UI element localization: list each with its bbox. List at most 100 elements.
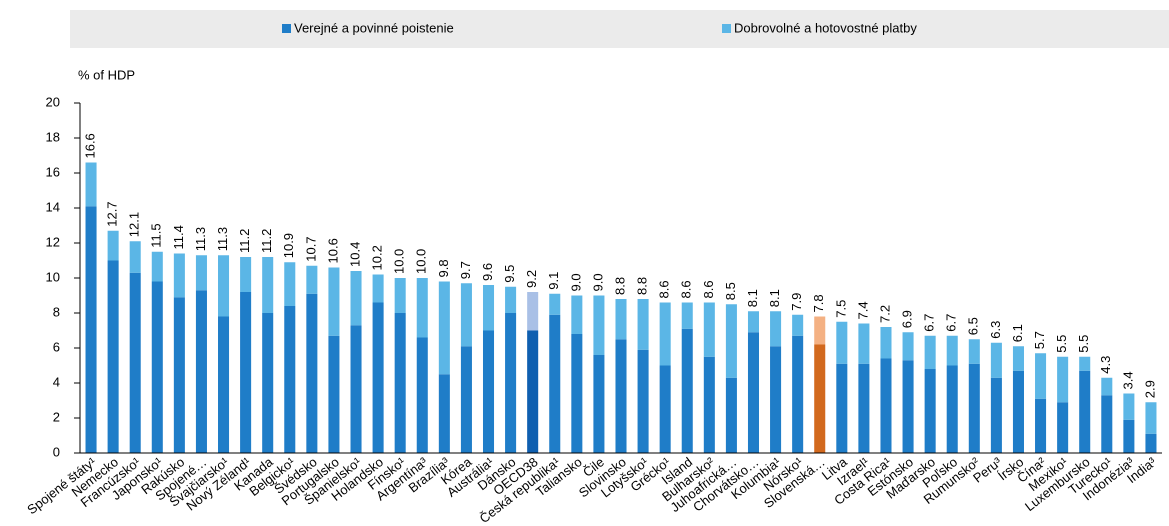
bar-segment — [1057, 356, 1069, 403]
y-tick-label: 2 — [53, 409, 60, 424]
total-label: 10.0 — [392, 249, 407, 274]
bar-segment — [527, 330, 539, 453]
bar-segment — [284, 306, 296, 453]
bar-segment — [328, 267, 340, 336]
bar-segment — [968, 339, 980, 364]
bar-segment — [1035, 398, 1047, 453]
y-tick-label: 18 — [46, 129, 60, 144]
bar-segment — [460, 346, 472, 453]
bar-segment — [747, 311, 760, 333]
total-label: 11.3 — [215, 227, 230, 251]
bar-segment — [814, 344, 826, 453]
bar-segment — [703, 302, 715, 357]
bar-segment — [416, 278, 428, 338]
total-label: 12.1 — [127, 212, 142, 237]
bar-segment — [549, 314, 561, 453]
total-label: 9.0 — [568, 273, 583, 291]
bar-segment — [1145, 433, 1157, 453]
total-label: 8.6 — [679, 280, 694, 298]
legend-label: Dobrovolné a hotovostné platby — [734, 20, 917, 35]
bar-segment — [637, 299, 649, 350]
bar-segment — [836, 363, 848, 453]
total-label: 9.7 — [458, 261, 473, 279]
bar-segment — [262, 257, 274, 313]
bar-segment — [195, 255, 207, 291]
legend-swatch — [722, 24, 731, 33]
bar-segment — [1123, 419, 1135, 453]
y-tick-label: 12 — [46, 234, 60, 249]
bar-segment — [571, 295, 583, 334]
bar-segment — [924, 335, 936, 369]
bar-segment — [505, 313, 517, 453]
bar-segment — [902, 332, 914, 361]
bar-segment — [438, 281, 450, 375]
bar-segment — [195, 290, 207, 453]
total-label: 10.7 — [303, 236, 318, 261]
bar-segment — [1101, 377, 1113, 396]
bar-segment — [836, 321, 848, 364]
total-label: 10.4 — [347, 242, 362, 267]
legend-background — [70, 10, 1169, 48]
bar-segment — [328, 335, 340, 453]
bar-segment — [151, 281, 163, 453]
total-label: 2.9 — [1142, 380, 1157, 398]
bar-segment — [1123, 393, 1135, 420]
total-label: 16.6 — [82, 133, 97, 158]
total-label: 5.7 — [1032, 331, 1047, 349]
legend-label: Verejné a povinné poistenie — [294, 20, 454, 35]
bar-segment — [946, 335, 958, 366]
bar-segment — [549, 293, 561, 315]
bar-segment — [1079, 370, 1091, 453]
bar-segment — [880, 358, 892, 453]
total-label: 12.7 — [105, 201, 120, 226]
bar-segment — [262, 313, 274, 453]
bar-segment — [924, 369, 936, 453]
bar-segment — [284, 262, 296, 306]
total-label: 4.3 — [1098, 356, 1113, 374]
bar-segment — [858, 323, 870, 364]
total-label: 8.8 — [635, 277, 650, 295]
bar-segment — [394, 278, 406, 313]
y-tick-label: 20 — [46, 94, 60, 109]
total-label: 10.9 — [281, 233, 296, 258]
bar-segment — [637, 349, 649, 453]
y-tick-label: 10 — [46, 269, 60, 284]
bar-segment — [240, 292, 252, 453]
y-tick-label: 0 — [53, 444, 60, 459]
bar-segment — [792, 314, 804, 336]
total-label: 11.4 — [171, 225, 186, 249]
bar-segment — [1079, 356, 1091, 371]
bar-segment — [306, 293, 318, 453]
total-label: 6.1 — [1010, 324, 1025, 342]
legend-swatch — [282, 24, 291, 33]
bar-segment — [85, 162, 97, 207]
total-label: 7.2 — [877, 305, 892, 323]
bar-segment — [747, 332, 760, 453]
bar-segment — [240, 257, 252, 292]
total-label: 7.5 — [833, 300, 848, 318]
bar-segment — [593, 355, 605, 453]
bar-segment — [505, 286, 517, 313]
total-label: 6.9 — [899, 310, 914, 328]
total-label: 7.4 — [855, 301, 870, 319]
bar-segment — [703, 356, 715, 453]
y-tick-label: 6 — [53, 339, 60, 354]
total-label: 7.8 — [811, 294, 826, 312]
y-tick-label: 4 — [53, 374, 60, 389]
bar-segment — [770, 346, 782, 453]
bar-segment — [416, 337, 428, 453]
bar-segment — [615, 339, 627, 453]
total-label: 11.5 — [149, 223, 164, 247]
total-label: 7.9 — [789, 293, 804, 311]
total-label: 9.2 — [524, 270, 539, 288]
bar-segment — [814, 316, 826, 345]
total-label: 8.5 — [723, 282, 738, 300]
bar-segment — [725, 304, 737, 378]
bar-segment — [659, 365, 671, 453]
bar-segment — [1145, 402, 1157, 434]
bar-segment — [615, 299, 627, 340]
bar-segment — [350, 271, 362, 326]
bar-segment — [1012, 346, 1024, 371]
total-label: 6.3 — [988, 321, 1003, 339]
bar-segment — [173, 297, 185, 453]
